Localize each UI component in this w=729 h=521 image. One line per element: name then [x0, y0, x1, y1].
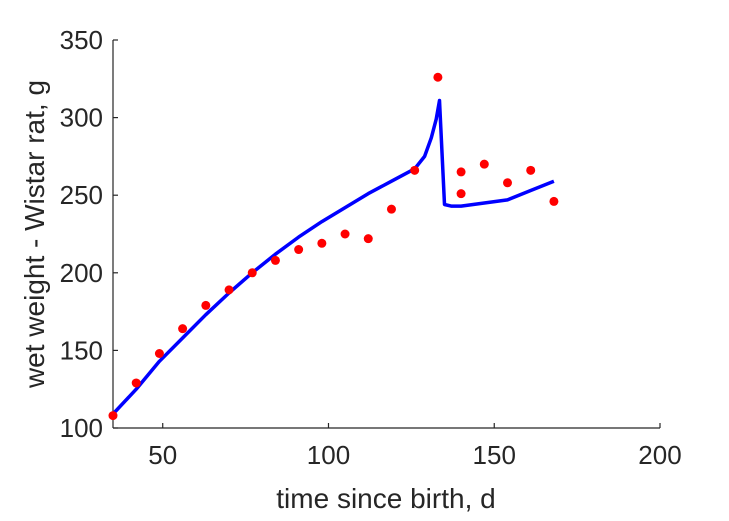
- x-tick-label: 200: [638, 440, 681, 470]
- y-tick-label: 300: [60, 103, 103, 133]
- y-tick-label: 350: [60, 25, 103, 55]
- y-axis-label: wet weight - Wistar rat, g: [19, 80, 50, 389]
- data-point: [108, 411, 118, 421]
- data-point: [503, 178, 513, 188]
- axes: [112, 40, 660, 429]
- data-point: [247, 268, 257, 278]
- marks: [108, 72, 559, 421]
- data-point: [363, 234, 373, 244]
- x-tick-label: 150: [473, 440, 516, 470]
- data-point: [410, 165, 420, 175]
- data-point: [317, 238, 327, 248]
- data-point: [201, 300, 211, 310]
- x-tick-label: 50: [148, 440, 177, 470]
- y-tick-label: 200: [60, 258, 103, 288]
- data-point: [178, 324, 188, 334]
- data-point: [479, 159, 489, 169]
- x-tick-label: 100: [307, 440, 350, 470]
- y-tick-label: 100: [60, 413, 103, 443]
- data-point: [386, 204, 396, 214]
- data-point: [154, 349, 164, 359]
- fit-curve: [111, 98, 555, 416]
- data-point: [340, 229, 350, 239]
- y-tick-label: 250: [60, 180, 103, 210]
- data-point: [549, 196, 559, 206]
- data-point: [270, 255, 280, 265]
- x-axis-label: time since birth, d: [276, 483, 495, 514]
- data-point: [456, 189, 466, 199]
- data-point: [294, 245, 304, 255]
- data-point: [526, 165, 536, 175]
- ticks: 50 100 150 200 100 150 200 250 300 350: [60, 25, 682, 470]
- data-point: [433, 72, 443, 82]
- data-point: [224, 285, 234, 295]
- data-point: [131, 378, 141, 388]
- data-point: [456, 167, 466, 177]
- y-tick-label: 150: [60, 335, 103, 365]
